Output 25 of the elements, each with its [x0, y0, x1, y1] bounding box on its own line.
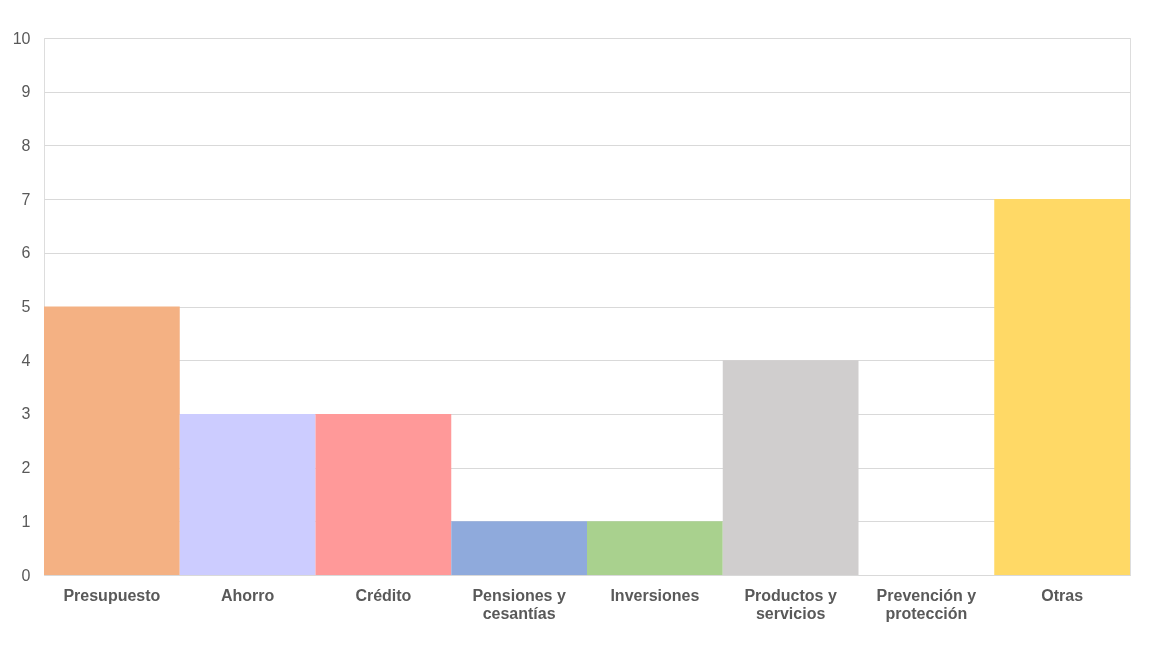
y-tick-label: 2 [21, 459, 31, 477]
y-tick-label: 3 [21, 405, 31, 423]
x-tick-label: Otras [1041, 586, 1084, 604]
x-tick-label: Presupuesto [63, 586, 161, 604]
bar [587, 521, 723, 575]
bar [315, 413, 452, 575]
y-tick-label: 9 [21, 83, 31, 101]
x-tick-label: Pensiones y cesantías [472, 586, 566, 622]
y-tick-label: 10 [12, 29, 31, 47]
bar [994, 199, 1130, 575]
y-tick-label: 4 [21, 351, 31, 369]
x-tick-label: Productos y servicios [744, 586, 837, 622]
y-tick-label: 0 [21, 566, 31, 584]
y-tick-label: 5 [21, 298, 31, 315]
x-tick-label: Inversiones [610, 586, 700, 604]
y-tick-label: 7 [21, 190, 31, 208]
x-tick-label: Crédito [355, 586, 412, 604]
y-tick-label: 8 [21, 136, 31, 154]
bar [179, 413, 316, 575]
y-tick-label: 6 [21, 244, 31, 262]
bar [44, 306, 180, 575]
x-tick-label: Ahorro [220, 586, 275, 604]
y-tick-label: 1 [21, 512, 31, 530]
x-tick-label: Prevención y protección [876, 586, 977, 622]
bar [451, 521, 587, 575]
